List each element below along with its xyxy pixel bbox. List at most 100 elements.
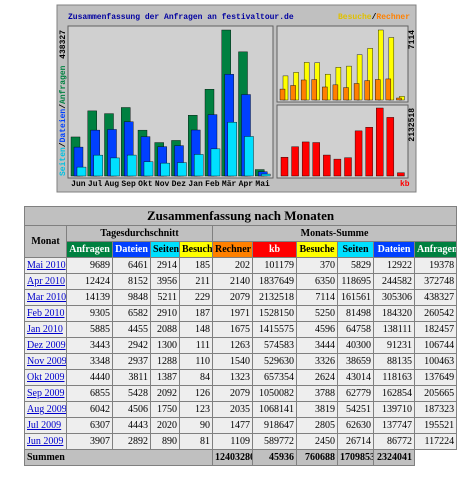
month-header: Monat xyxy=(24,225,67,258)
value-cell: 101179 xyxy=(252,257,297,274)
bar xyxy=(364,80,370,101)
total-cell: 1709853 xyxy=(337,449,374,466)
bar xyxy=(388,37,395,101)
month-link[interactable]: Aug 2009 xyxy=(27,404,67,415)
month-label: Dez xyxy=(172,180,187,189)
value-cell: 370 xyxy=(296,257,338,274)
value-cell: 2450 xyxy=(296,433,338,450)
monthly-summary-table: Zusammenfassung nach Monaten Monat Tagesdu… xyxy=(23,206,458,466)
column-header: Anfragen xyxy=(66,241,113,258)
bar xyxy=(177,162,187,177)
value-cell: 5428 xyxy=(112,385,151,402)
legend-pages: Seiten xyxy=(59,147,68,176)
month-link[interactable]: Jul 2009 xyxy=(27,420,62,431)
separator: / xyxy=(59,104,68,109)
table-row: Feb 2010 9305 6582 2910 187 1971 1528150 5250 81… xyxy=(24,305,458,322)
bar xyxy=(110,157,120,177)
value-cell: 2914 xyxy=(150,257,180,274)
bar xyxy=(397,172,405,177)
max-label: 2132518 xyxy=(408,108,417,142)
value-cell: 3819 xyxy=(296,401,338,418)
value-cell: 1837649 xyxy=(252,273,297,290)
value-cell: 2079 xyxy=(212,385,253,402)
value-cell: 100463 xyxy=(413,353,458,370)
bar xyxy=(291,146,299,177)
kb-label: kb xyxy=(400,180,410,189)
value-cell: 2942 xyxy=(112,337,151,354)
value-cell: 1540 xyxy=(212,353,253,370)
column-header: Besuche xyxy=(179,241,213,258)
value-cell: 657354 xyxy=(252,369,297,386)
month-cell: Dez 2009 xyxy=(24,337,67,354)
value-cell: 9848 xyxy=(112,289,151,306)
legend-files: Dateien xyxy=(59,109,68,143)
value-cell: 5885 xyxy=(66,321,113,338)
month-label: Okt xyxy=(138,180,153,189)
value-cell: 1288 xyxy=(150,353,180,370)
value-cell: 1387 xyxy=(150,369,180,386)
bar xyxy=(322,86,328,101)
table-row: Nov 2009 3348 2937 1288 110 1540 529630 3326 386… xyxy=(24,353,458,370)
value-cell: 2892 xyxy=(112,433,151,450)
bar xyxy=(194,154,204,177)
value-cell: 2020 xyxy=(150,417,180,434)
bar xyxy=(354,130,363,177)
value-cell: 1675 xyxy=(212,321,253,338)
value-cell: 1971 xyxy=(212,305,253,322)
month-link[interactable]: Jun 2009 xyxy=(27,436,64,447)
value-cell: 14139 xyxy=(66,289,113,306)
separator: / xyxy=(59,142,68,147)
month-cell: Mar 2010 xyxy=(24,289,67,306)
value-cell: 62779 xyxy=(337,385,374,402)
bar xyxy=(300,79,307,101)
value-cell: 64758 xyxy=(337,321,374,338)
month-label: Mär xyxy=(222,180,237,189)
value-cell: 1477 xyxy=(212,417,253,434)
month-link[interactable]: Okt 2009 xyxy=(27,372,65,383)
value-cell: 91231 xyxy=(373,337,415,354)
bar xyxy=(333,158,342,177)
left-legend: Seiten/Dateien/Anfragen xyxy=(59,65,68,176)
value-cell: 3443 xyxy=(66,337,113,354)
value-cell: 6350 xyxy=(296,273,338,290)
value-cell: 6461 xyxy=(112,257,151,274)
month-link[interactable]: Apr 2010 xyxy=(27,276,66,287)
value-cell: 184320 xyxy=(373,305,415,322)
value-cell: 137747 xyxy=(373,417,415,434)
month-label: Apr xyxy=(239,180,254,189)
value-cell: 918647 xyxy=(252,417,297,434)
bar xyxy=(365,127,373,177)
month-link[interactable]: Jan 2010 xyxy=(27,324,63,335)
month-link[interactable]: Sep 2009 xyxy=(27,388,65,399)
table-row: AnfragenDateienSeitenBesucheRechnerkbBes… xyxy=(25,241,458,258)
month-link[interactable]: Mai 2010 xyxy=(27,260,66,271)
value-cell: 12922 xyxy=(373,257,415,274)
value-cell: 2079 xyxy=(212,289,253,306)
value-cell: 137649 xyxy=(413,369,458,386)
table-row: Zusammenfassung nach Monaten xyxy=(23,206,458,226)
bar xyxy=(353,83,360,101)
value-cell: 1528150 xyxy=(252,305,297,322)
legend-hits: Anfragen xyxy=(59,65,68,104)
month-link[interactable]: Mar 2010 xyxy=(27,292,67,303)
table-row: Okt 2009 4440 3811 1387 84 1323 657354 2624 4301… xyxy=(24,369,458,386)
column-header: kb xyxy=(252,241,297,258)
month-link[interactable]: Nov 2009 xyxy=(27,356,67,367)
month-link[interactable]: Dez 2009 xyxy=(27,340,66,351)
value-cell: 38659 xyxy=(337,353,374,370)
value-cell: 5829 xyxy=(337,257,374,274)
month-link[interactable]: Feb 2010 xyxy=(27,308,65,319)
bar xyxy=(160,162,170,177)
value-cell: 1068141 xyxy=(252,401,297,418)
visits-legend: Besuche/Rechner xyxy=(338,13,410,22)
value-cell: 195521 xyxy=(413,417,458,434)
value-cell: 6307 xyxy=(66,417,113,434)
value-cell: 438327 xyxy=(413,289,458,306)
value-cell: 2140 xyxy=(212,273,253,290)
value-cell: 9689 xyxy=(66,257,113,274)
legend-visits: Besuche xyxy=(338,13,372,22)
value-cell: 1050082 xyxy=(252,385,297,402)
bar xyxy=(127,154,137,177)
separator: / xyxy=(372,13,377,22)
value-cell: 138111 xyxy=(373,321,415,338)
